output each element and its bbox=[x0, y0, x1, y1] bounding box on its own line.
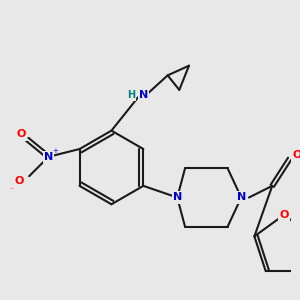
Text: N: N bbox=[139, 90, 148, 100]
Text: N: N bbox=[172, 193, 182, 202]
Text: N: N bbox=[237, 193, 246, 202]
Text: +: + bbox=[52, 148, 58, 154]
Text: O: O bbox=[15, 176, 24, 186]
Text: H: H bbox=[127, 90, 135, 100]
Text: ⁻: ⁻ bbox=[10, 185, 14, 194]
Text: O: O bbox=[293, 150, 300, 160]
Text: O: O bbox=[17, 130, 26, 140]
Text: N: N bbox=[44, 152, 53, 162]
Text: O: O bbox=[279, 210, 289, 220]
